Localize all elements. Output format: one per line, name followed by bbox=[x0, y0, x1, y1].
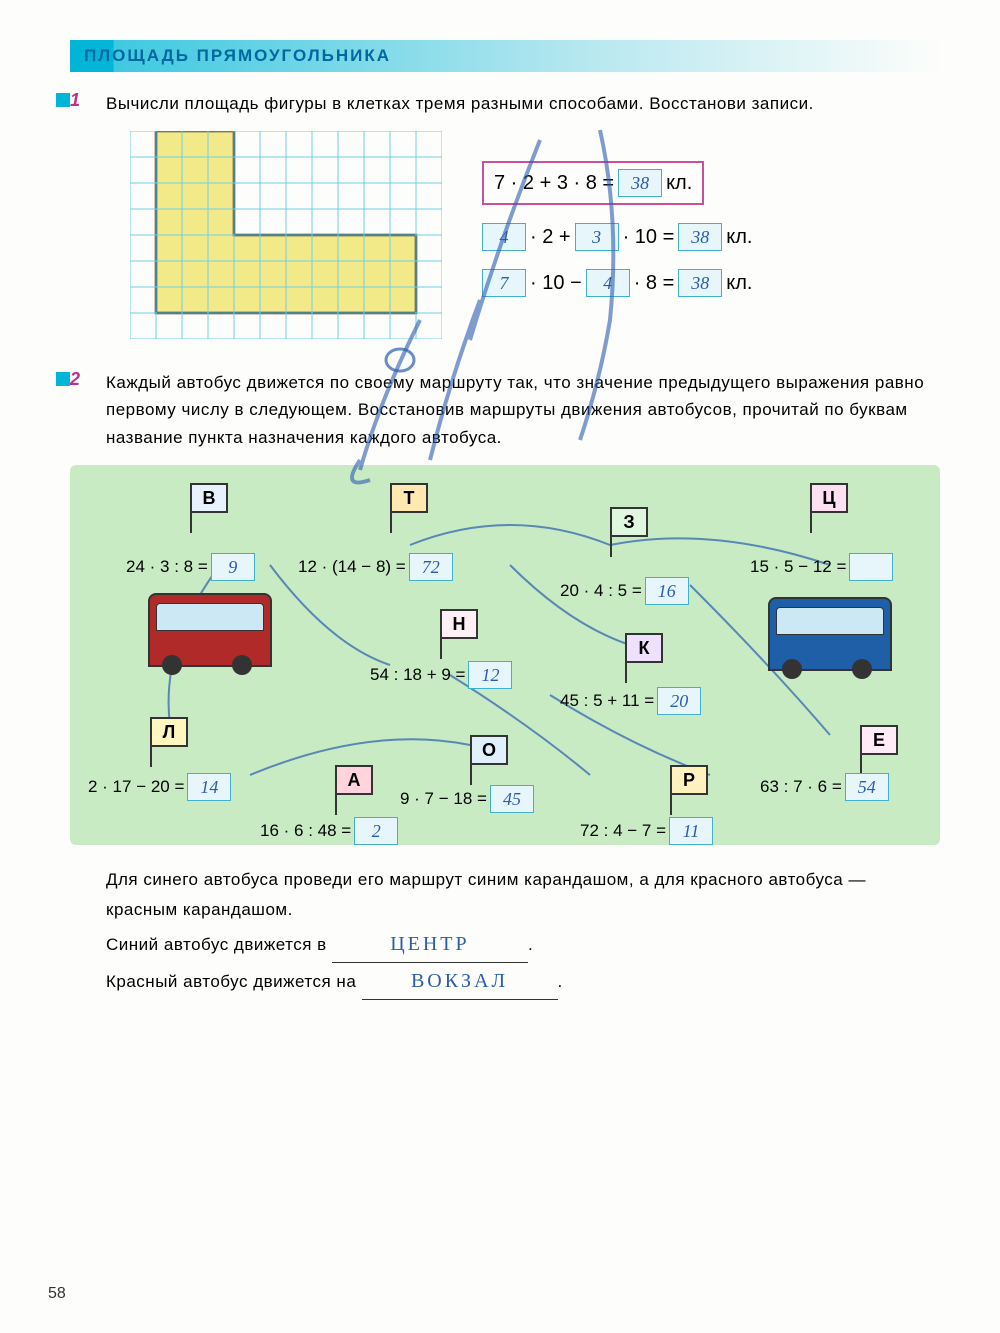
grid-shape bbox=[130, 131, 442, 339]
answer-box[interactable] bbox=[849, 553, 893, 581]
answer-box[interactable]: 12 bbox=[468, 661, 512, 689]
answer-box[interactable]: 54 bbox=[845, 773, 889, 801]
task-number: 2 bbox=[70, 369, 106, 451]
task-2: 2 Каждый автобус движется по своему марш… bbox=[70, 369, 940, 451]
flag-Н: Н bbox=[440, 609, 478, 639]
expression: 63 : 7 · 6 =54 bbox=[760, 773, 889, 801]
task-1-equations: 7 · 2 + 3 · 8 = 38 кл. 4 · 2 + 3 · 10 = … bbox=[482, 161, 752, 315]
expression: 72 : 4 − 7 =11 bbox=[580, 817, 713, 845]
expression: 45 : 5 + 11 =20 bbox=[560, 687, 701, 715]
section-header: ПЛОЩАДЬ ПРЯМОУГОЛЬНИКА bbox=[70, 40, 940, 72]
answer-box[interactable]: 20 bbox=[657, 687, 701, 715]
flag-О: О bbox=[470, 735, 508, 765]
blue-bus-label: Синий автобус движется в bbox=[106, 935, 327, 954]
answer-box[interactable]: 38 bbox=[678, 223, 722, 251]
expression: 24 · 3 : 8 =9 bbox=[126, 553, 255, 581]
equation-3: 7 · 10 − 4 · 8 = 38 кл. bbox=[482, 269, 752, 297]
red-bus-answer[interactable]: ВОКЗАЛ bbox=[362, 963, 558, 1000]
flag-Е: Е bbox=[860, 725, 898, 755]
task-2-footer: Для синего автобуса проведи его маршрут … bbox=[106, 865, 940, 1000]
task-1-text: Вычисли площадь фигуры в клетках тремя р… bbox=[106, 90, 940, 117]
answer-box[interactable]: 3 bbox=[575, 223, 619, 251]
expression: 2 · 17 − 20 =14 bbox=[88, 773, 231, 801]
expression: 9 · 7 − 18 =45 bbox=[400, 785, 534, 813]
expression: 12 · (14 − 8) =72 bbox=[298, 553, 453, 581]
footer-instructions: Для синего автобуса проведи его маршрут … bbox=[106, 865, 940, 926]
blue-bus-answer[interactable]: ЦЕНТР bbox=[332, 926, 528, 963]
equation-1: 7 · 2 + 3 · 8 = 38 кл. bbox=[482, 161, 704, 205]
bus-puzzle: В Т З Ц Н К Л О Е А Р 24 · 3 : 8 =9 12 · (14 − 8) =7… bbox=[70, 465, 940, 845]
bus bbox=[768, 597, 892, 671]
bus bbox=[148, 593, 272, 667]
expression: 15 · 5 − 12 = bbox=[750, 553, 893, 581]
answer-box[interactable]: 4 bbox=[586, 269, 630, 297]
answer-box[interactable]: 72 bbox=[409, 553, 453, 581]
header-title: ПЛОЩАДЬ ПРЯМОУГОЛЬНИКА bbox=[84, 46, 391, 65]
red-bus-label: Красный автобус движется на bbox=[106, 972, 356, 991]
page-number: 58 bbox=[48, 1285, 66, 1303]
task-number: 1 bbox=[70, 90, 106, 117]
equation-2: 4 · 2 + 3 · 10 = 38 кл. bbox=[482, 223, 752, 251]
answer-box[interactable]: 14 bbox=[187, 773, 231, 801]
answer-box[interactable]: 38 bbox=[678, 269, 722, 297]
flag-Р: Р bbox=[670, 765, 708, 795]
expression: 20 · 4 : 5 =16 bbox=[560, 577, 689, 605]
expression: 16 · 6 : 48 =2 bbox=[260, 817, 398, 845]
task-2-text: Каждый автобус движется по своему маршру… bbox=[106, 369, 940, 451]
flag-З: З bbox=[610, 507, 648, 537]
flag-В: В bbox=[190, 483, 228, 513]
answer-box[interactable]: 38 bbox=[618, 169, 662, 197]
answer-box[interactable]: 45 bbox=[490, 785, 534, 813]
flag-Т: Т bbox=[390, 483, 428, 513]
expression: 54 : 18 + 9 =12 bbox=[370, 661, 512, 689]
flag-Ц: Ц bbox=[810, 483, 848, 513]
task-1: 1 Вычисли площадь фигуры в клетках тремя… bbox=[70, 90, 940, 117]
flag-Л: Л bbox=[150, 717, 188, 747]
answer-box[interactable]: 2 bbox=[354, 817, 398, 845]
answer-box[interactable]: 9 bbox=[211, 553, 255, 581]
answer-box[interactable]: 16 bbox=[645, 577, 689, 605]
flag-К: К bbox=[625, 633, 663, 663]
flag-А: А bbox=[335, 765, 373, 795]
task-1-figure: 7 · 2 + 3 · 8 = 38 кл. 4 · 2 + 3 · 10 = … bbox=[130, 131, 940, 339]
answer-box[interactable]: 4 bbox=[482, 223, 526, 251]
answer-box[interactable]: 11 bbox=[669, 817, 713, 845]
answer-box[interactable]: 7 bbox=[482, 269, 526, 297]
